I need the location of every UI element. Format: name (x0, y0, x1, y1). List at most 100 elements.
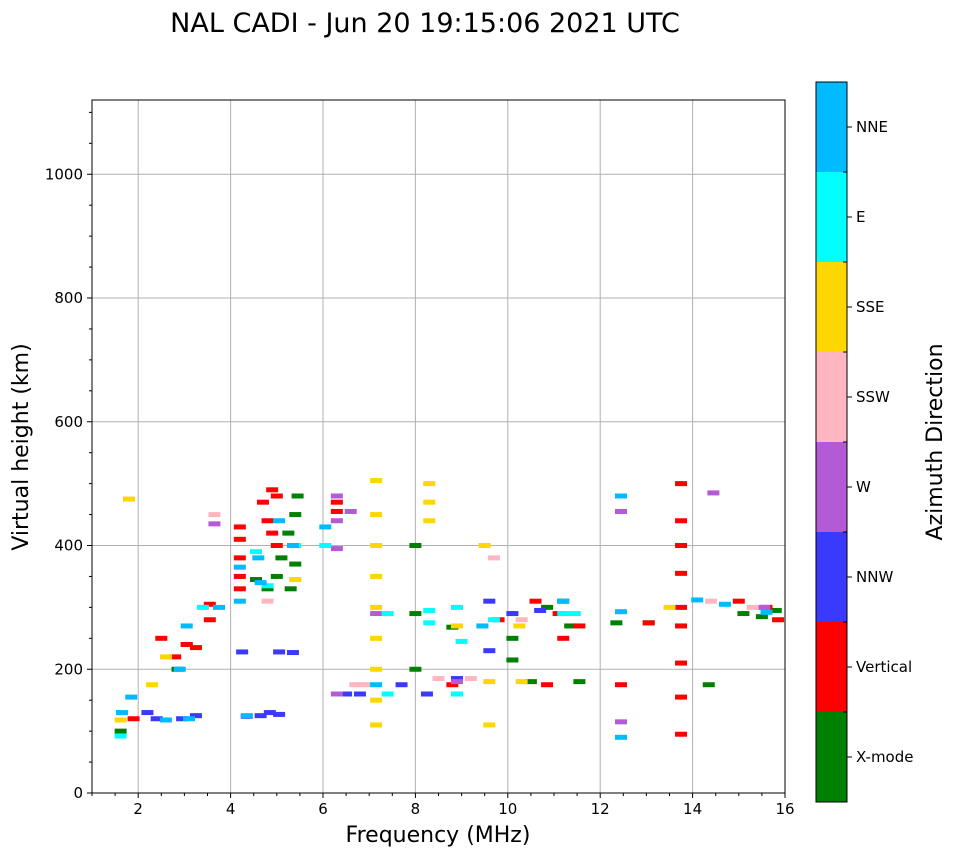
data-point (370, 512, 383, 518)
y-tick-label: 0 (73, 784, 83, 802)
data-point (450, 676, 463, 682)
colorbar-label: NNW (856, 568, 893, 586)
x-tick-label: 10 (498, 800, 517, 818)
data-point (256, 499, 269, 505)
data-point (159, 654, 172, 660)
colorbar-swatch (816, 82, 847, 172)
data-point (233, 555, 246, 561)
data-point (155, 635, 168, 641)
colorbar-label: Vertical (856, 658, 912, 676)
data-point (370, 611, 383, 617)
data-point (252, 555, 265, 561)
data-point (270, 493, 283, 499)
colorbar-swatch (816, 352, 847, 442)
data-point (524, 679, 537, 685)
data-point (261, 583, 274, 589)
data-point (254, 713, 267, 719)
data-point (370, 682, 383, 688)
data-point (557, 635, 570, 641)
data-point (150, 716, 163, 722)
data-point (769, 607, 782, 613)
data-point (330, 499, 343, 505)
data-point (614, 734, 627, 740)
data-point (146, 682, 159, 688)
data-point (330, 508, 343, 514)
data-point (233, 524, 246, 530)
data-point (464, 676, 477, 682)
data-point (476, 623, 489, 629)
y-tick-label: 800 (54, 289, 83, 307)
data-point (573, 623, 586, 629)
colorbar-label: X-mode (856, 748, 913, 766)
data-point (319, 543, 332, 548)
data-point (515, 679, 528, 685)
data-point (483, 679, 496, 685)
data-point (423, 499, 436, 505)
data-point (270, 573, 283, 579)
colorbar-swatch (816, 712, 847, 802)
data-point (349, 682, 362, 688)
data-point (261, 598, 274, 604)
data-point (289, 577, 302, 583)
data-point (675, 481, 688, 487)
data-point (746, 604, 759, 610)
data-point (487, 555, 500, 561)
data-point (614, 609, 627, 615)
data-point (691, 597, 704, 603)
data-point (284, 586, 297, 592)
data-point (675, 694, 688, 700)
data-point (266, 487, 279, 493)
data-point (423, 481, 436, 487)
grid-lines (92, 100, 786, 794)
colorbar-label: E (856, 208, 865, 226)
data-point (370, 478, 383, 484)
x-tick-label: 6 (318, 800, 328, 818)
data-point (614, 719, 627, 725)
data-point (432, 676, 445, 682)
colorbar: X-mode Vertical NNW W SSW SSE E NNE (815, 81, 913, 803)
data-point (478, 543, 491, 548)
data-point (116, 710, 129, 716)
data-point (340, 691, 353, 697)
data-point (176, 716, 189, 722)
data-point (289, 561, 302, 567)
data-point (289, 512, 302, 518)
colorbar-title: Azimuth Direction (923, 343, 948, 540)
data-point (189, 645, 202, 651)
data-point (125, 694, 138, 700)
data-point (737, 611, 750, 617)
data-point (114, 733, 127, 739)
data-point (529, 598, 542, 604)
data-point (506, 657, 519, 663)
data-point (196, 604, 209, 610)
data-point (541, 604, 554, 610)
data-point (675, 604, 688, 610)
data-point (420, 691, 433, 697)
data-point (610, 620, 623, 626)
data-point (772, 617, 785, 623)
data-point (423, 518, 436, 524)
data-point (395, 682, 408, 688)
data-point (203, 601, 216, 607)
series-vertical (127, 481, 785, 737)
colorbar-swatch (816, 532, 847, 622)
data-point (173, 666, 186, 672)
data-point (675, 518, 688, 524)
data-point (370, 697, 383, 703)
data-point (250, 577, 263, 583)
series-nnw (141, 598, 547, 722)
colorbar-label: NNE (856, 118, 888, 136)
data-point (409, 543, 422, 548)
data-point (423, 607, 436, 613)
data-point (330, 546, 343, 552)
plot-frame (91, 99, 786, 794)
series-nne (116, 493, 773, 740)
data-point (169, 654, 182, 660)
colorbar-label: W (856, 478, 871, 496)
data-point (718, 601, 731, 607)
data-point (675, 543, 688, 548)
colorbar-swatch (816, 262, 847, 352)
data-point (233, 586, 246, 592)
data-point (755, 614, 768, 620)
